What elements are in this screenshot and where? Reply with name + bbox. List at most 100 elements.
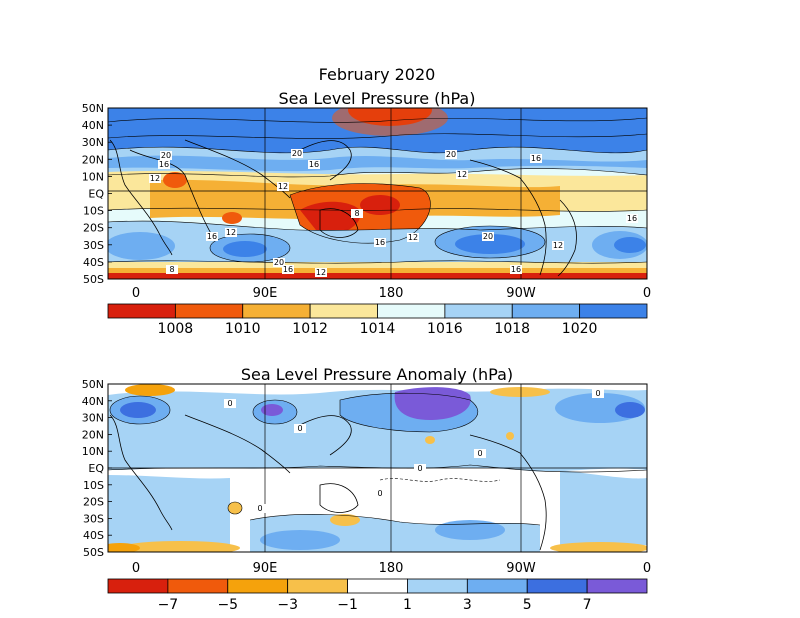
lon-tick-label: 0 xyxy=(643,561,651,576)
colorbar-label: −3 xyxy=(277,597,298,613)
contour-label: 0 xyxy=(417,464,422,473)
colorbar-swatch xyxy=(107,303,176,319)
contour-label: 12 xyxy=(226,228,236,237)
colorbar-swatch xyxy=(579,303,648,319)
contour-label-bg xyxy=(626,214,638,223)
colorbar-swatch xyxy=(586,578,648,594)
colorbar-label: −1 xyxy=(337,597,358,613)
contour-label-bg xyxy=(206,232,218,241)
lon-tick-label: 180 xyxy=(379,561,404,576)
colorbar-swatch xyxy=(107,578,169,594)
contour-label-bg xyxy=(445,150,457,159)
contour-label-bg xyxy=(374,489,386,498)
panel-title: Sea Level Pressure Anomaly (hPa) xyxy=(241,365,513,384)
colorbar-swatch xyxy=(347,578,408,594)
contour-label-bg xyxy=(160,151,172,160)
colorbar-swatch xyxy=(407,578,468,594)
colorbar-label: 5 xyxy=(523,597,532,613)
lat-tick-label: 50N xyxy=(82,102,104,115)
lat-tick-label: 50S xyxy=(83,273,104,286)
slp-panel: February 2020 Sea Level Pressure (hPa) xyxy=(82,65,651,337)
contour-label: 16 xyxy=(207,232,217,241)
panel-title: Sea Level Pressure (hPa) xyxy=(279,89,476,108)
contour-label: 16 xyxy=(511,265,521,274)
colorbar-label: −7 xyxy=(158,597,179,613)
colorbar-swatch xyxy=(466,578,528,594)
contour-label-bg xyxy=(351,209,363,218)
colorbar-swatch xyxy=(174,303,244,319)
contour-label: 20 xyxy=(446,150,456,159)
lat-tick-label: 30N xyxy=(82,412,104,425)
lat-tick-label: 10N xyxy=(82,170,104,183)
contour-label: 0 xyxy=(477,449,482,458)
contour-label: 20 xyxy=(161,151,171,160)
contour-label-bg xyxy=(158,160,170,169)
contour-label: 0 xyxy=(377,489,382,498)
contour-label: 16 xyxy=(627,214,637,223)
lat-tick-label: 40N xyxy=(82,395,104,408)
contour-label: 16 xyxy=(283,265,293,274)
colorbar-swatch xyxy=(167,578,229,594)
colorbar-label: 1008 xyxy=(158,321,194,337)
contour-label-bg xyxy=(592,389,604,398)
lon-tick-label: 0 xyxy=(132,561,140,576)
lat-tick-label: 20S xyxy=(83,222,104,235)
colorbar-swatch xyxy=(526,578,588,594)
lat-tick-label: 40N xyxy=(82,119,104,132)
lon-tick-label: 180 xyxy=(379,286,404,301)
lat-tick-label: 50S xyxy=(83,546,104,559)
lat-tick-label: EQ xyxy=(88,188,104,201)
contour-label: 0 xyxy=(595,389,600,398)
page-title: February 2020 xyxy=(319,65,436,84)
contour-label: 12 xyxy=(457,170,467,179)
lon-tick-label: 90W xyxy=(506,286,536,301)
contour-label-bg xyxy=(291,149,303,158)
contour-label: 16 xyxy=(159,160,169,169)
lon-tick-label: 90E xyxy=(253,286,278,301)
colorbar-label: 1012 xyxy=(292,321,328,337)
contour-label: 0 xyxy=(297,424,302,433)
colorbar-label: 1018 xyxy=(494,321,530,337)
anomaly-colorbar: −7 −5 −3 −1 1 3 5 7 xyxy=(107,578,648,613)
colorbar-label: 1014 xyxy=(360,321,396,337)
contour-label: 0 xyxy=(257,504,262,513)
colorbar-swatch xyxy=(377,303,446,319)
contour-label-bg xyxy=(225,228,237,237)
contour-label-bg xyxy=(414,464,426,473)
lat-axis: 50N 40N 30N 20N 10N EQ 10S 20S 30S 40S 50S xyxy=(82,102,112,286)
contour-label-bg xyxy=(456,170,468,179)
contour-label-bg xyxy=(407,233,419,242)
slp-colorbar: 1008 1010 1012 1014 1016 1018 1020 xyxy=(107,303,648,337)
lat-tick-label: 20N xyxy=(82,428,104,441)
colorbar-label: 3 xyxy=(463,597,472,613)
colorbar-label: 1016 xyxy=(427,321,463,337)
contour-label-bg xyxy=(254,504,266,513)
contour-label: 12 xyxy=(408,233,418,242)
contour-label-bg xyxy=(315,268,327,277)
contour-label: 12 xyxy=(553,241,563,250)
contour-label: 16 xyxy=(531,154,541,163)
contour-label-bg xyxy=(149,174,161,183)
contour-label-bg xyxy=(474,449,486,458)
lat-tick-label: 30N xyxy=(82,136,104,149)
colorbar-swatch xyxy=(287,578,348,594)
contour-label-bg xyxy=(482,232,494,241)
lat-axis: 50N 40N 30N 20N 10N EQ 10S 20S 30S 40S 50S xyxy=(82,378,112,559)
colorbar-label: 1 xyxy=(403,597,412,613)
contour-label-bg xyxy=(552,241,564,250)
lon-tick-label: 0 xyxy=(643,286,651,301)
lat-tick-label: 40S xyxy=(83,256,104,269)
contour-label-bg xyxy=(308,160,320,169)
contour-label-bg xyxy=(277,182,289,191)
contour-label-bg xyxy=(273,258,285,267)
lat-tick-label: 30S xyxy=(83,512,104,525)
lat-tick-label: 10N xyxy=(82,445,104,458)
colorbar-label: 7 xyxy=(583,597,592,613)
contour-label-bg xyxy=(224,399,236,408)
contour-label: 20 xyxy=(292,149,302,158)
colorbar-swatch xyxy=(444,303,513,319)
contour-label: 12 xyxy=(150,174,160,183)
colorbar-label: −5 xyxy=(217,597,238,613)
